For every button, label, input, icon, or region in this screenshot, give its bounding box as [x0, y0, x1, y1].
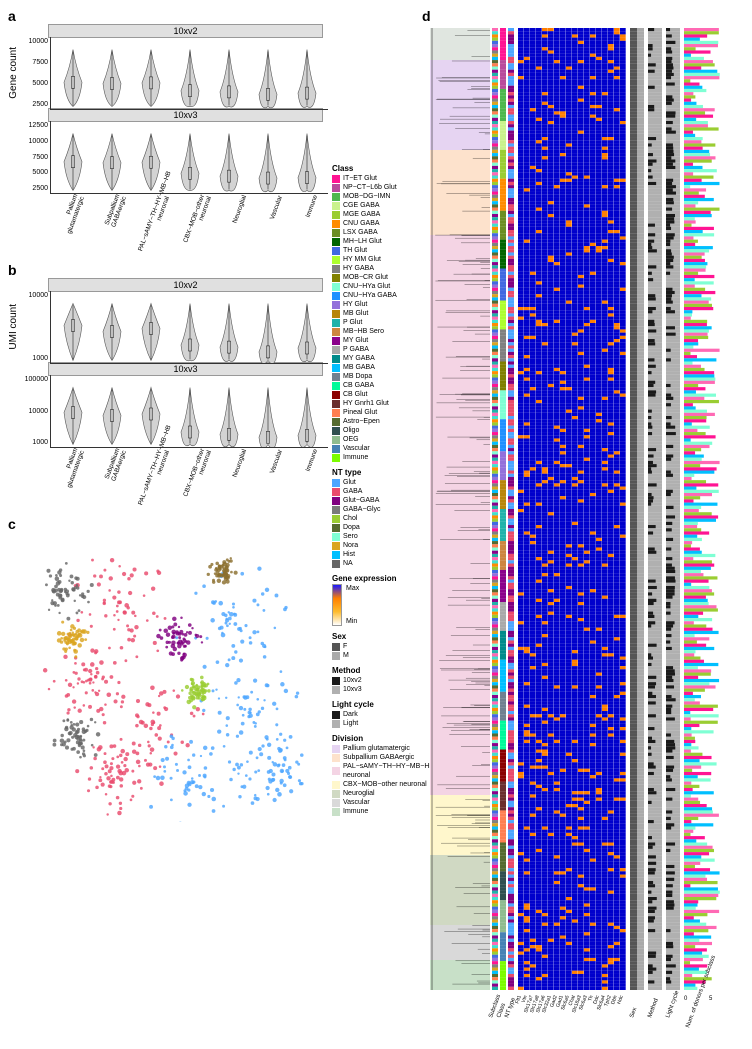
xlabels-b: Pallium glutamatergicSubpallium GABAergi…	[48, 448, 323, 508]
plot-a-v3	[50, 121, 328, 194]
panel-c: c	[8, 516, 328, 822]
violin-b-v2: UMI count 1000 10000	[8, 292, 328, 362]
umap-plot	[28, 532, 318, 822]
panel-b: b 10xv2 UMI count 1000 10000	[8, 262, 328, 508]
legend-expr-title: Gene expression	[332, 574, 427, 583]
yticks-b-v3: 1000 10000 100000	[20, 376, 50, 446]
legend-light-title: Light cycle	[332, 700, 427, 709]
legend-sex-title: Sex	[332, 632, 427, 641]
expr-gradient	[332, 584, 342, 626]
legend-light: DarkLight	[332, 710, 427, 728]
yticks-a-v2: 2500 5000 7500 10000	[20, 38, 50, 108]
panel-d: d Class IT−ET GlutNP−CT−L6b GlutMOB−DG−I…	[332, 8, 752, 822]
plot-b-v2	[50, 291, 328, 364]
legend-class-title: Class	[332, 164, 427, 173]
panel-label-b: b	[8, 262, 17, 278]
ylabel-a: Gene count	[8, 47, 20, 99]
legend-method-title: Method	[332, 666, 427, 675]
panel-label-c: c	[8, 516, 16, 532]
ylabel-b: UMI count	[8, 304, 20, 350]
panel-label-a: a	[8, 8, 16, 24]
plot-a-v2	[50, 37, 328, 110]
legend-nt: GlutGABAGlut−GABAGABA−GlycCholDopaSeroNo…	[332, 478, 427, 568]
panel-a: a 10xv2 Gene count 2500 5000 7500 10000	[8, 8, 328, 254]
legend-expr: Max Min	[332, 584, 427, 626]
plot-b-v3	[50, 375, 328, 448]
legend-method: 10xv210xv3	[332, 676, 427, 694]
yticks-b-v2: 1000 10000	[20, 292, 50, 362]
yticks-a-v3: 2500 5000 7500 10000 12500	[20, 122, 50, 192]
legend-block: Class IT−ET GlutNP−CT−L6b GlutMOB−DG−IMN…	[332, 158, 427, 816]
violin-a-v2: Gene count 2500 5000 7500 10000	[8, 38, 328, 108]
heatmap: Flt1VtnSlc17a7Slc17a8Slc17a6Slc32a1Gad2G…	[430, 12, 752, 1042]
figure-root: a 10xv2 Gene count 2500 5000 7500 10000	[8, 8, 752, 822]
legend-sex: FM	[332, 642, 427, 660]
legend-nt-title: NT type	[332, 468, 427, 477]
legend-class: IT−ET GlutNP−CT−L6b GlutMOB−DG−IMNCGE GA…	[332, 174, 427, 462]
left-column: a 10xv2 Gene count 2500 5000 7500 10000	[8, 8, 328, 822]
xlabels-a: Pallium glutamatergicSubpallium GABAergi…	[48, 194, 323, 254]
legend-division: Pallium glutamatergicSubpallium GABAergi…	[332, 744, 427, 816]
legend-division-title: Division	[332, 734, 427, 743]
